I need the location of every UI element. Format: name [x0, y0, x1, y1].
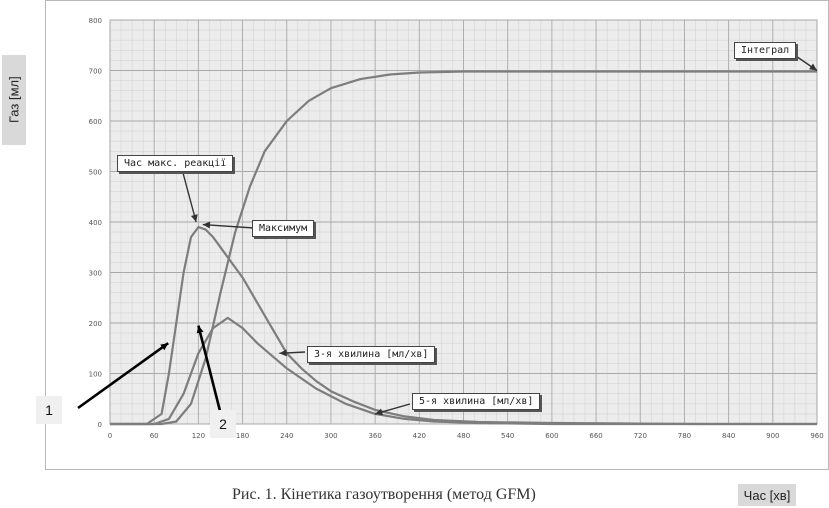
- x-tick-label: 120: [192, 432, 205, 440]
- marker-label-1: 1: [36, 396, 62, 424]
- x-tick-label: 480: [457, 432, 470, 440]
- figure-caption: Рис. 1. Кінетика газоутворення (метод GF…: [232, 486, 536, 503]
- arrow-maximum: [202, 223, 255, 229]
- arrow-max-reaction-time-head: [190, 214, 198, 222]
- y-tick-label: 400: [89, 219, 102, 227]
- x-tick-label: 60: [150, 432, 159, 440]
- legend-integral: Інтеграл: [734, 42, 797, 59]
- x-tick-label: 180: [236, 432, 249, 440]
- annotation-maximum: Максимум: [252, 220, 315, 237]
- y-axis-label: Газ [мл]: [2, 55, 26, 145]
- y-tick-label: 0: [98, 421, 102, 429]
- legend-3rd-minute: 3-я хвилина [мл/хв]: [307, 346, 436, 363]
- arrow-marker-2-head: [196, 325, 204, 334]
- series-line-2: [110, 226, 817, 426]
- y-tick-label: 700: [89, 68, 102, 76]
- y-tick-label: 500: [89, 169, 102, 177]
- x-tick-label: 720: [634, 432, 647, 440]
- x-axis-label: Час [хв]: [738, 484, 796, 506]
- arrow-max-reaction-time: [182, 172, 197, 223]
- arrow-3rd-minute-head: [279, 349, 287, 357]
- y-tick-label: 200: [89, 320, 102, 328]
- arrow-marker-1-head: [160, 343, 169, 351]
- arrow-maximum-head: [202, 221, 211, 229]
- series-line-3: [110, 316, 817, 426]
- x-tick-label: 900: [766, 432, 779, 440]
- x-tick-label: 300: [324, 432, 337, 440]
- arrow-marker-2: [197, 325, 222, 412]
- arrow-5th-minute-head: [375, 408, 384, 416]
- y-tick-label: 100: [89, 371, 102, 379]
- x-tick-label: 0: [108, 432, 112, 440]
- x-tick-label: 960: [810, 432, 823, 440]
- x-tick-label: 360: [368, 432, 381, 440]
- series-line-1: [110, 70, 817, 426]
- legend-5th-minute: 5-я хвилина [мл/хв]: [412, 393, 541, 410]
- annotation-max-reaction-time: Час макс. реакції: [117, 155, 234, 172]
- x-tick-label: 540: [501, 432, 514, 440]
- y-tick-label: 600: [89, 118, 102, 126]
- x-tick-label: 600: [545, 432, 558, 440]
- y-tick-label: 800: [89, 17, 102, 25]
- x-tick-label: 420: [413, 432, 426, 440]
- marker-label-2: 2: [210, 410, 236, 438]
- x-tick-label: 660: [589, 432, 602, 440]
- x-tick-label: 840: [722, 432, 735, 440]
- y-tick-label: 300: [89, 270, 102, 278]
- arrow-integral-head: [809, 63, 817, 71]
- arrow-marker-1: [77, 342, 169, 410]
- x-tick-label: 240: [280, 432, 293, 440]
- x-tick-label: 780: [678, 432, 691, 440]
